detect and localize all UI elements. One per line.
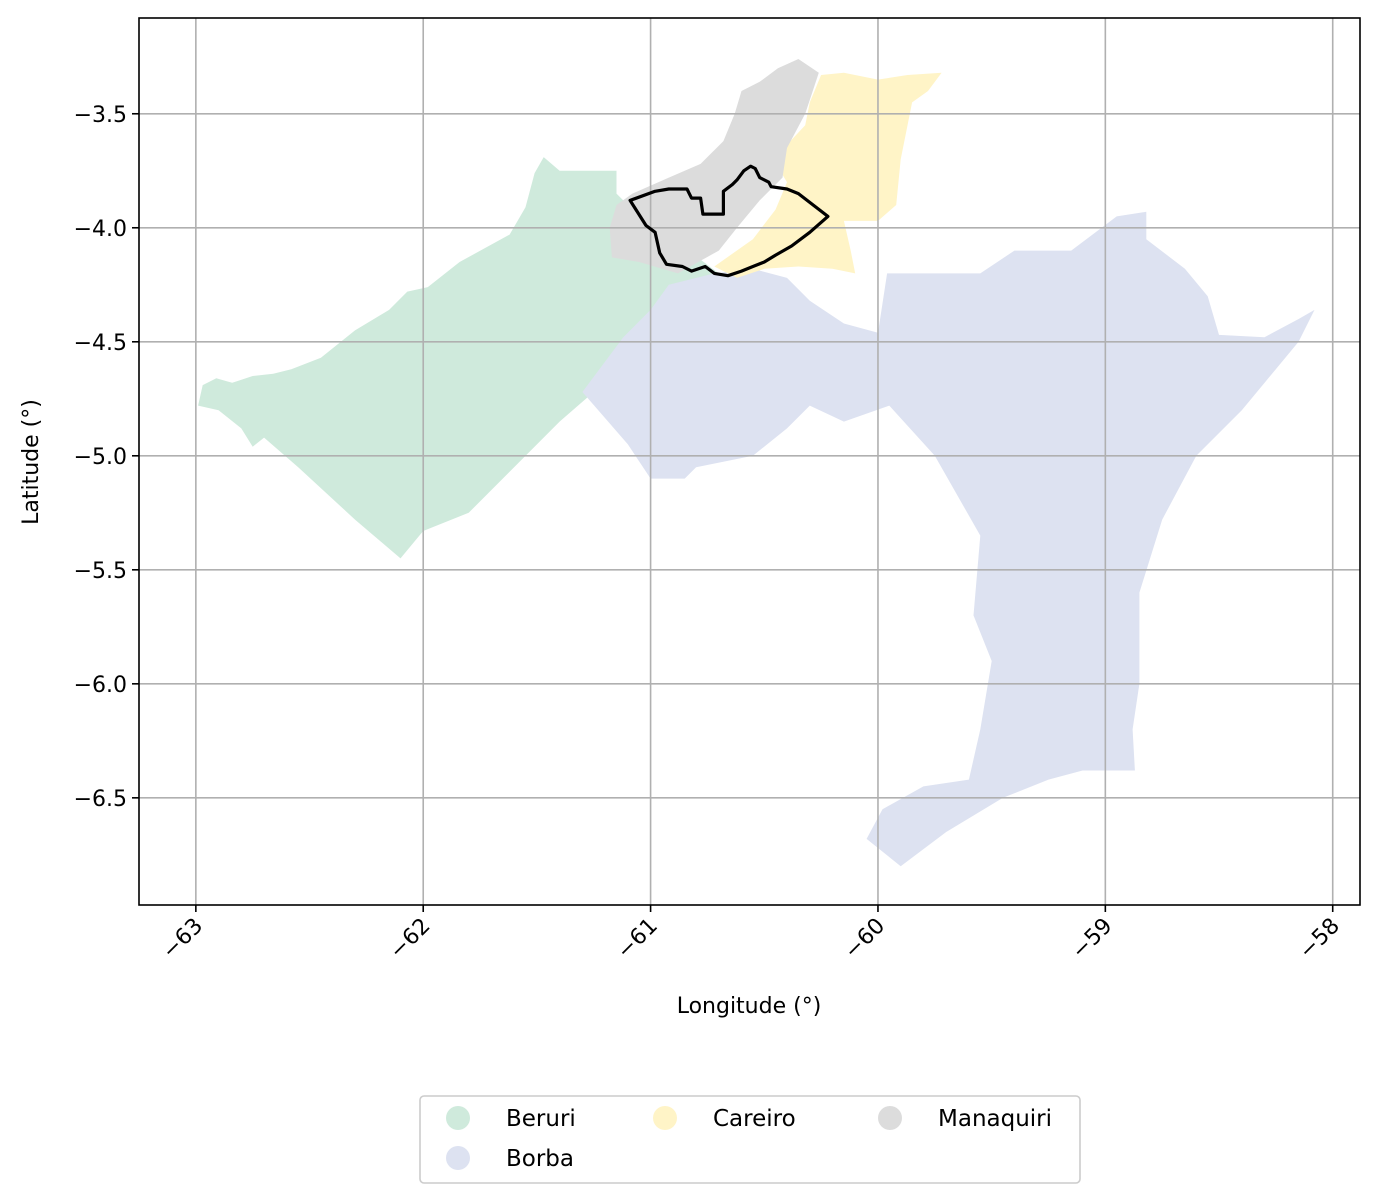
highlight-layer	[628, 164, 830, 278]
legend-label-borba: Borba	[506, 1146, 574, 1172]
legend-marker-borba	[446, 1146, 470, 1170]
regions-layer	[198, 59, 1315, 867]
legend-marker-beruri	[446, 1106, 470, 1130]
y-tick-label: −4.5	[74, 331, 127, 356]
legend-box	[419, 1095, 1081, 1184]
legend-entries: Beruri Careiro Manaquiri Borba	[446, 1106, 1052, 1172]
highlight-outline	[628, 164, 830, 278]
y-tick-label: −6.5	[74, 787, 127, 812]
region-manaquiri	[609, 59, 819, 274]
legend-marker-careiro	[653, 1106, 677, 1130]
region-beruri	[198, 157, 738, 559]
y-tick-label: −3.5	[74, 103, 127, 128]
legend-marker-manaquiri	[878, 1106, 902, 1130]
legend-label-careiro: Careiro	[713, 1106, 796, 1132]
y-axis-ticks: −3.5 −4.0 −4.5 −5.0 −5.5 −6.0 −6.5	[74, 103, 139, 812]
y-tick-label: −4.0	[74, 217, 127, 242]
legend: Beruri Careiro Manaquiri Borba	[419, 1095, 1081, 1184]
y-tick-label: −5.5	[74, 559, 127, 584]
x-axis-label: Longitude (°)	[677, 994, 822, 1019]
y-axis-label: Latitude (°)	[19, 399, 44, 525]
legend-label-beruri: Beruri	[506, 1106, 576, 1132]
y-tick-label: −6.0	[74, 673, 127, 698]
legend-label-manaquiri: Manaquiri	[938, 1106, 1052, 1132]
y-tick-label: −5.0	[74, 445, 127, 470]
plot-frame	[138, 17, 1361, 906]
region-careiro	[714, 72, 942, 278]
grid-lines	[139, 18, 1360, 905]
plot-area	[138, 17, 1361, 906]
region-borba	[582, 211, 1315, 867]
